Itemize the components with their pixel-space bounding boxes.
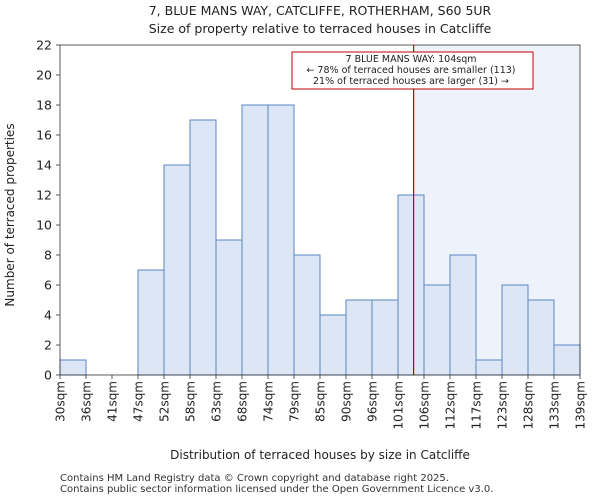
y-tick-label: 22	[36, 38, 52, 53]
x-tick-label: 47sqm	[132, 381, 146, 422]
x-tick-label: 133sqm	[548, 381, 562, 429]
y-tick-label: 18	[36, 98, 52, 113]
histogram-bar	[397, 194, 425, 376]
x-tick-label: 52sqm	[158, 381, 172, 422]
chart-title: 7, BLUE MANS WAY, CATCLIFFE, ROTHERHAM, …	[148, 3, 492, 18]
y-tick-label: 14	[36, 158, 52, 173]
x-tick-label: 58sqm	[184, 381, 198, 422]
histogram-bar	[59, 359, 87, 376]
footer-line-1: Contains HM Land Registry data © Crown c…	[60, 473, 449, 484]
x-tick-label: 123sqm	[496, 381, 510, 429]
y-tick-label: 20	[36, 68, 52, 83]
x-tick-label: 101sqm	[392, 381, 406, 429]
histogram-bar	[371, 299, 399, 376]
histogram-bar	[319, 314, 347, 376]
y-tick-label: 16	[36, 128, 52, 143]
y-axis-label: Number of terraced properties	[3, 123, 17, 306]
annotation-line-1: 7 BLUE MANS WAY: 104sqm	[346, 54, 477, 65]
y-tick-label: 0	[44, 368, 52, 383]
x-tick-label: 117sqm	[470, 381, 484, 429]
x-tick-label: 79sqm	[288, 381, 302, 422]
x-tick-label: 90sqm	[340, 381, 354, 422]
histogram-bar	[189, 119, 217, 376]
y-tick-label: 8	[44, 248, 52, 263]
histogram-bar	[527, 299, 555, 376]
x-tick-label: 36sqm	[80, 381, 94, 422]
histogram-bar	[215, 239, 243, 376]
histogram-bar	[449, 254, 477, 376]
x-tick-label: 112sqm	[444, 381, 458, 429]
x-tick-label: 139sqm	[574, 381, 588, 429]
annotation-line-3: 21% of terraced houses are larger (31) →	[313, 76, 509, 87]
histogram-bar	[501, 284, 529, 376]
histogram-bar	[163, 164, 191, 376]
annotation-line-2: ← 78% of terraced houses are smaller (11…	[306, 65, 515, 76]
x-tick-label: 128sqm	[522, 381, 536, 429]
annotation-box: 7 BLUE MANS WAY: 104sqm ← 78% of terrace…	[291, 51, 534, 90]
x-axis-label: Distribution of terraced houses by size …	[170, 448, 470, 462]
y-tick-label: 10	[36, 218, 52, 233]
x-tick-label: 68sqm	[236, 381, 250, 422]
x-tick-label: 85sqm	[314, 381, 328, 422]
chart-subtitle: Size of property relative to terraced ho…	[148, 21, 492, 36]
x-tick-label: 30sqm	[54, 381, 68, 422]
histogram-bar	[553, 344, 581, 376]
histogram-bar	[267, 104, 295, 376]
histogram-bar	[293, 254, 321, 376]
x-tick-label: 74sqm	[262, 381, 276, 422]
histogram-bar	[241, 104, 269, 376]
histogram-bar	[345, 299, 373, 376]
x-tick-label: 96sqm	[366, 381, 380, 422]
y-tick-label: 12	[36, 188, 52, 203]
x-tick-label: 106sqm	[418, 381, 432, 429]
histogram-bar	[475, 359, 503, 376]
histogram-bar	[423, 284, 451, 376]
y-tick-label: 4	[44, 308, 52, 323]
histogram-bar	[137, 269, 165, 376]
y-tick-label: 2	[44, 338, 52, 353]
x-tick-label: 63sqm	[210, 381, 224, 422]
y-tick-label: 6	[44, 278, 52, 293]
x-tick-label: 41sqm	[106, 381, 120, 422]
footer-line-2: Contains public sector information licen…	[60, 484, 494, 495]
